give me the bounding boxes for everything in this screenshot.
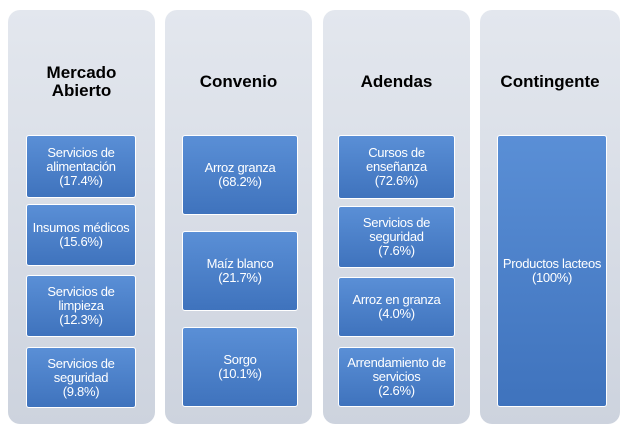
item-box: Servicios de alimentación (17.4%)	[26, 135, 136, 198]
column-title: Convenio	[199, 72, 278, 91]
item-label: Servicios de seguridad	[47, 355, 115, 385]
item-label: Sorgo	[223, 352, 257, 367]
item-box: Servicios de limpieza (12.3%)	[26, 275, 136, 337]
column-title: Contingente	[500, 72, 600, 91]
item-label: Servicios de alimentación	[46, 144, 116, 174]
item-share: (68.2%)	[218, 174, 262, 189]
item-label: Arroz en granza	[352, 292, 441, 307]
item-label: Servicios de limpieza	[47, 284, 115, 313]
item-box: Productos lacteos (100%)	[497, 135, 607, 407]
item-label: Insumos médicos	[32, 220, 130, 235]
item-share: (12.3%)	[59, 312, 103, 327]
item-box: Cursos de enseñanza (72.6%)	[338, 135, 455, 199]
item-share: (21.7%)	[218, 270, 262, 285]
item-box: Arrendamiento de servicios (2.6%)	[338, 347, 455, 407]
item-share: (9.8%)	[62, 383, 100, 399]
item-box: Maíz blanco (21.7%)	[182, 231, 298, 311]
item-share: (15.6%)	[59, 234, 103, 249]
column-title: Mercado Abierto	[46, 63, 117, 100]
item-share: (100%)	[531, 270, 573, 285]
item-label: Cursos de enseñanza	[366, 145, 427, 174]
item-share: (4.0%)	[378, 306, 415, 321]
item-box: Arroz granza (68.2%)	[182, 135, 298, 215]
item-share: (17.4%)	[59, 172, 103, 188]
item-box: Insumos médicos (15.6%)	[26, 204, 136, 266]
item-share: (72.6%)	[374, 173, 419, 188]
item-share: (7.6%)	[378, 243, 415, 258]
item-share: (2.6%)	[378, 383, 415, 398]
item-box: Servicios de seguridad (9.8%)	[26, 347, 136, 408]
item-label: Maíz blanco	[206, 256, 274, 271]
item-box: Servicios de seguridad (7.6%)	[338, 206, 455, 268]
item-box: Arroz en granza (4.0%)	[338, 277, 455, 337]
item-label: Servicios de seguridad	[362, 215, 431, 244]
column-title: Adendas	[360, 72, 433, 91]
item-share: (10.1%)	[218, 366, 262, 381]
item-label: Arrendamiento de servicios	[347, 355, 446, 384]
item-box: Sorgo (10.1%)	[182, 327, 298, 407]
item-label: Arroz granza	[204, 160, 276, 175]
item-label: Productos lacteos	[502, 256, 602, 271]
